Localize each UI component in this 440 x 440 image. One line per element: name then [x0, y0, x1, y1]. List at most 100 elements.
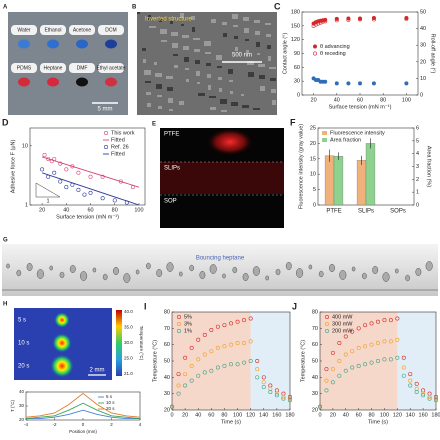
- point: [215, 345, 220, 350]
- y-tick-label: 0: [297, 92, 300, 98]
- liquid-label: PDMS: [17, 65, 32, 71]
- point: [408, 378, 413, 383]
- legend-swatch: [312, 51, 317, 56]
- droplet: [16, 269, 22, 277]
- droplet: [47, 39, 59, 49]
- texture: [253, 108, 260, 110]
- texture: [265, 23, 271, 25]
- point: [375, 341, 380, 346]
- point: [261, 385, 266, 390]
- texture: [242, 105, 249, 108]
- point: [196, 357, 201, 362]
- y-tick-label: 60: [312, 342, 318, 348]
- series-line: [25, 402, 141, 420]
- colorbar-ticks: 40.0 35.0 30.0 25.0 21.0: [124, 309, 133, 376]
- x-tick-label: 60: [87, 207, 93, 213]
- texture: [204, 41, 211, 46]
- series-line: [26, 409, 140, 420]
- point: [427, 396, 432, 401]
- point: [421, 393, 426, 398]
- point: [287, 396, 292, 401]
- texture: [161, 40, 167, 42]
- texture: [266, 34, 271, 37]
- y-tick-label: 20: [310, 141, 316, 147]
- texture: [170, 21, 173, 24]
- point: [334, 16, 339, 21]
- texture: [157, 95, 162, 97]
- y-tick-label: 10: [310, 172, 316, 178]
- texture: [244, 28, 249, 33]
- legend-swatch: [324, 321, 329, 326]
- y-tick-label: 120: [291, 37, 300, 43]
- texture: [246, 50, 249, 53]
- legend-label: Fluorescence intensity: [330, 130, 385, 136]
- point: [248, 339, 253, 344]
- y-tick-label: 150: [291, 23, 300, 29]
- droplet: [405, 274, 410, 282]
- point: [176, 391, 181, 396]
- point: [209, 349, 214, 354]
- point: [404, 16, 409, 21]
- point: [261, 375, 266, 380]
- x-tick-label: 20: [39, 207, 45, 213]
- liquid-label: Heptane: [44, 65, 63, 71]
- point: [433, 396, 438, 401]
- texture: [143, 59, 146, 63]
- y2-tick-label: 20: [420, 59, 426, 65]
- point: [209, 368, 214, 373]
- texture: [255, 31, 260, 35]
- droplet: [285, 261, 292, 271]
- row-label: SLIPs: [164, 166, 180, 172]
- y2-tick-label: 0: [416, 202, 419, 208]
- caption: Inverted structure: [145, 17, 192, 23]
- liquid-label: Water: [17, 27, 30, 33]
- x-tick-label: 160: [272, 412, 281, 418]
- y2-tick-label: 2: [416, 177, 419, 183]
- y-tick-label: 20: [164, 407, 170, 413]
- point: [433, 398, 438, 403]
- colorbar-title: Temperature (°C): [139, 326, 144, 361]
- texture: [223, 33, 227, 37]
- row-label: SOP: [164, 199, 177, 205]
- texture: [159, 18, 162, 22]
- plot-frame: [25, 391, 141, 421]
- texture: [248, 72, 254, 77]
- droplet: [156, 268, 163, 278]
- texture: [268, 56, 271, 61]
- point: [337, 341, 342, 346]
- droplet: [18, 39, 30, 49]
- texture: [271, 89, 276, 93]
- texture: [241, 94, 244, 96]
- y-tick-label: 40: [19, 389, 25, 394]
- legend-swatch: [104, 145, 109, 150]
- texture: [144, 70, 151, 75]
- point: [52, 170, 57, 175]
- x-tick-label: 0: [82, 422, 85, 427]
- texture: [195, 60, 200, 64]
- point: [76, 170, 81, 175]
- label-box: [69, 25, 95, 35]
- liquid-label: DCM: [105, 27, 116, 33]
- texture: [267, 45, 271, 49]
- droplet: [105, 77, 117, 87]
- series-line: [25, 392, 141, 418]
- label-box: [40, 63, 66, 73]
- point: [388, 339, 393, 344]
- y2-tick-label: 50: [420, 9, 426, 15]
- texture: [197, 82, 200, 84]
- texture: [272, 100, 276, 105]
- row-label: PTFE: [164, 132, 179, 138]
- point: [320, 19, 325, 24]
- texture: [172, 43, 178, 48]
- texture: [206, 63, 211, 66]
- point: [287, 398, 292, 403]
- x-tick-label: 100: [233, 412, 242, 418]
- point: [401, 355, 406, 360]
- point: [388, 357, 393, 362]
- point: [88, 190, 93, 195]
- x-axis-label: Time (s): [368, 419, 388, 425]
- texture: [220, 99, 227, 104]
- point: [343, 368, 348, 373]
- texture: [269, 67, 276, 69]
